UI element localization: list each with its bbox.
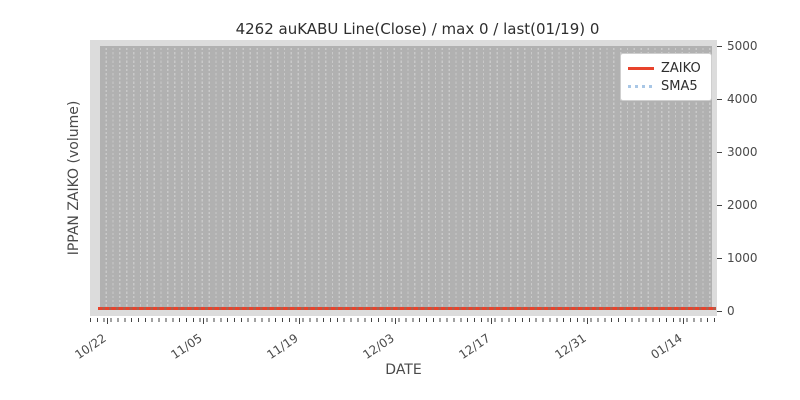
legend-entry-zaiko: ZAIKO [628, 59, 704, 77]
y-tick-label: 5000 [727, 39, 758, 53]
x-major-tick [395, 318, 396, 324]
x-major-tick [203, 318, 204, 324]
x-major-tick [683, 318, 684, 324]
y-tick-mark [717, 99, 722, 100]
legend-label-sma5: SMA5 [661, 78, 698, 94]
x-major-tick [491, 318, 492, 324]
y-axis-title: IPPAN ZAIKO (volume) [66, 100, 82, 256]
y-tick-label: 1000 [727, 251, 758, 265]
sma5-line-swatch-icon [628, 84, 654, 88]
y-tick-mark [717, 205, 722, 206]
y-tick-mark [717, 46, 722, 47]
x-major-tick [107, 318, 108, 324]
x-axis-minor-ticks [90, 318, 718, 322]
gray-grid-band [100, 46, 712, 307]
zaiko-line-swatch-icon [628, 66, 654, 70]
x-axis-title: DATE [385, 362, 422, 378]
y-tick-label: 0 [727, 304, 735, 318]
legend-box: ZAIKO SMA5 [620, 53, 712, 101]
y-tick-label: 2000 [727, 198, 758, 212]
y-tick-label: 3000 [727, 145, 758, 159]
y-tick-mark [717, 258, 722, 259]
zaiko-series-line [98, 307, 716, 310]
chart-title: 4262 auKABU Line(Close) / max 0 / last(0… [235, 20, 600, 38]
y-tick-label: 4000 [727, 92, 758, 106]
legend-entry-sma5: SMA5 [628, 77, 704, 95]
x-major-tick [299, 318, 300, 324]
legend-label-zaiko: ZAIKO [661, 60, 701, 76]
y-tick-mark [717, 152, 722, 153]
y-tick-mark [717, 311, 722, 312]
x-major-tick [587, 318, 588, 324]
